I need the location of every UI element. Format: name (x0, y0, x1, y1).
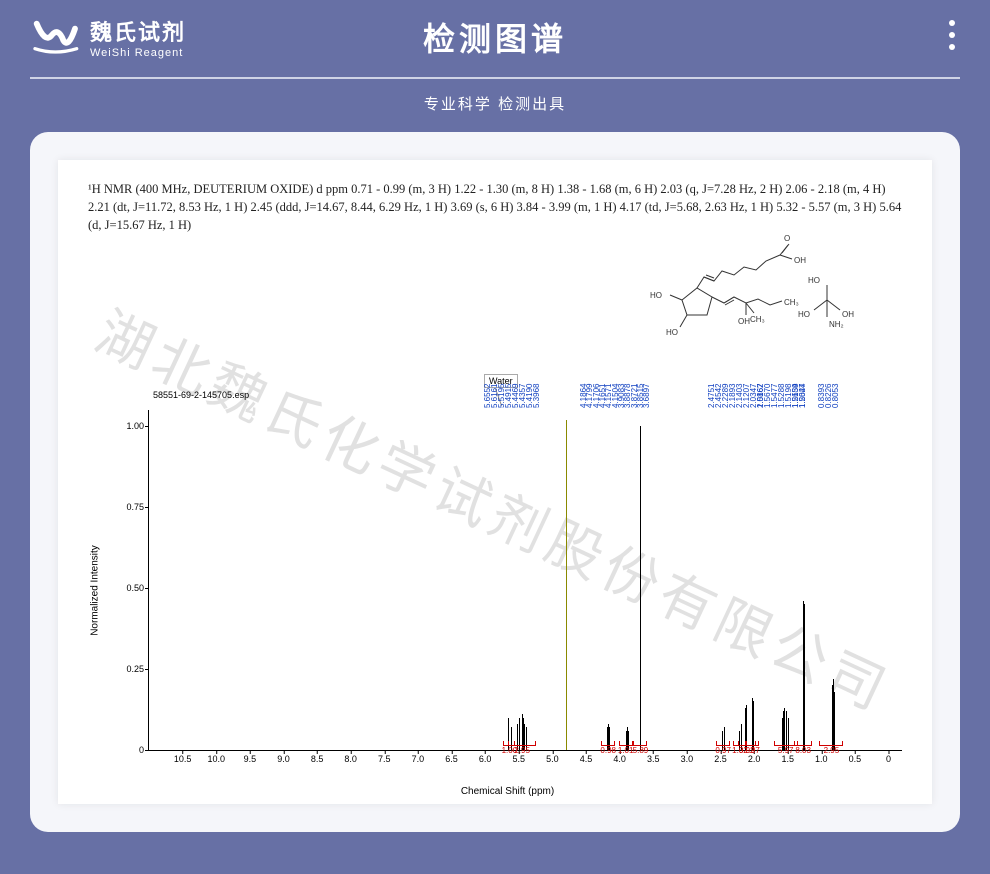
logo-text-cn: 魏氏试剂 (90, 15, 186, 47)
x-tick: 6.5 (445, 754, 458, 764)
x-tick: 6.0 (479, 754, 492, 764)
integral-value: 1.97 (744, 746, 760, 755)
y-axis-label: Normalized Intensity (90, 545, 101, 636)
x-tick: 3.5 (647, 754, 660, 764)
kebab-menu-icon[interactable] (949, 20, 955, 50)
peak-label: 1.2627 (798, 384, 807, 408)
y-tick: 0.75 (119, 502, 144, 512)
nmr-spectrum: 58551-69-2-145705.esp Water Normalized I… (113, 400, 902, 769)
x-tick: 3.0 (681, 754, 694, 764)
integral-bracket (633, 741, 647, 746)
integral-bracket (601, 741, 615, 746)
peak (804, 604, 805, 750)
logo-icon (30, 17, 80, 57)
integral-bracket (508, 741, 536, 746)
x-tick: 7.5 (378, 754, 391, 764)
integral-value: 2.95 (824, 746, 840, 755)
x-tick: 1.5 (781, 754, 794, 764)
svg-text:CH₃: CH₃ (750, 315, 765, 324)
x-tick: 1.0 (815, 754, 828, 764)
x-tick: 0 (886, 754, 891, 764)
integral-bracket (745, 741, 759, 746)
integral-bracket (619, 741, 633, 746)
x-tick: 10.0 (207, 754, 225, 764)
page-title: 检测图谱 (423, 14, 567, 60)
x-tick: 5.5 (513, 754, 526, 764)
integral-value: 5.89 (633, 746, 649, 755)
x-tick: 4.5 (580, 754, 593, 764)
x-tick: 4.0 (613, 754, 626, 764)
x-tick: 7.0 (412, 754, 425, 764)
plot-area: 00.250.500.751.0010.510.09.59.08.58.07.5… (148, 410, 902, 751)
integral-value: 0.97 (715, 746, 731, 755)
svg-text:O: O (784, 234, 790, 243)
integral-value: 1.01 (618, 746, 634, 755)
integral-value: 2.95 (514, 746, 530, 755)
y-tick: 0 (119, 745, 144, 755)
integral-bracket (794, 741, 812, 746)
svg-text:OH: OH (794, 256, 806, 265)
peak-label: 5.3968 (532, 384, 541, 408)
x-tick: 8.0 (344, 754, 357, 764)
logo-text-en: WeiShi Reagent (90, 47, 186, 59)
peak (566, 420, 567, 750)
integral-bracket (819, 741, 843, 746)
peak (640, 426, 641, 750)
svg-text:OH: OH (842, 310, 854, 319)
x-tick: 9.0 (277, 754, 290, 764)
x-tick: 0.5 (849, 754, 862, 764)
y-tick: 0.50 (119, 583, 144, 593)
svg-text:HO: HO (650, 291, 662, 300)
peak-label: 0.8053 (831, 384, 840, 408)
x-tick: 8.5 (311, 754, 324, 764)
integral-value: 5.97 (778, 746, 794, 755)
logo: 魏氏试剂 WeiShi Reagent (30, 15, 186, 59)
esp-filename: 58551-69-2-145705.esp (153, 390, 249, 400)
header: 魏氏试剂 WeiShi Reagent 检测图谱 (0, 0, 990, 69)
x-axis-label: Chemical Shift (ppm) (461, 786, 554, 797)
subtitle: 专业科学 检测出具 (0, 93, 990, 114)
integral-bracket (716, 741, 730, 746)
x-tick: 10.5 (174, 754, 192, 764)
svg-text:HO: HO (666, 328, 678, 337)
svg-text:HO: HO (798, 310, 810, 319)
report-paper: ¹H NMR (400 MHz, DEUTERIUM OXIDE) d ppm … (58, 160, 932, 804)
x-tick: 2.0 (748, 754, 761, 764)
card: ¹H NMR (400 MHz, DEUTERIUM OXIDE) d ppm … (30, 132, 960, 832)
svg-text:OH: OH (738, 317, 750, 326)
y-tick: 1.00 (119, 421, 144, 431)
header-divider (30, 77, 960, 79)
peak-label: 3.6897 (642, 384, 651, 408)
x-tick: 5.0 (546, 754, 559, 764)
svg-text:NH₂: NH₂ (829, 320, 844, 329)
x-tick: 9.5 (244, 754, 257, 764)
svg-text:CH₃: CH₃ (784, 298, 799, 307)
svg-text:HO: HO (808, 276, 820, 285)
integral-value: 0.98 (600, 746, 616, 755)
y-tick: 0.25 (119, 664, 144, 674)
chemical-structure: HO HO O OH OH CH₃ CH₃ HO HO OH NH₂ (632, 225, 882, 355)
integral-value: 8.03 (795, 746, 811, 755)
x-tick: 2.5 (714, 754, 727, 764)
